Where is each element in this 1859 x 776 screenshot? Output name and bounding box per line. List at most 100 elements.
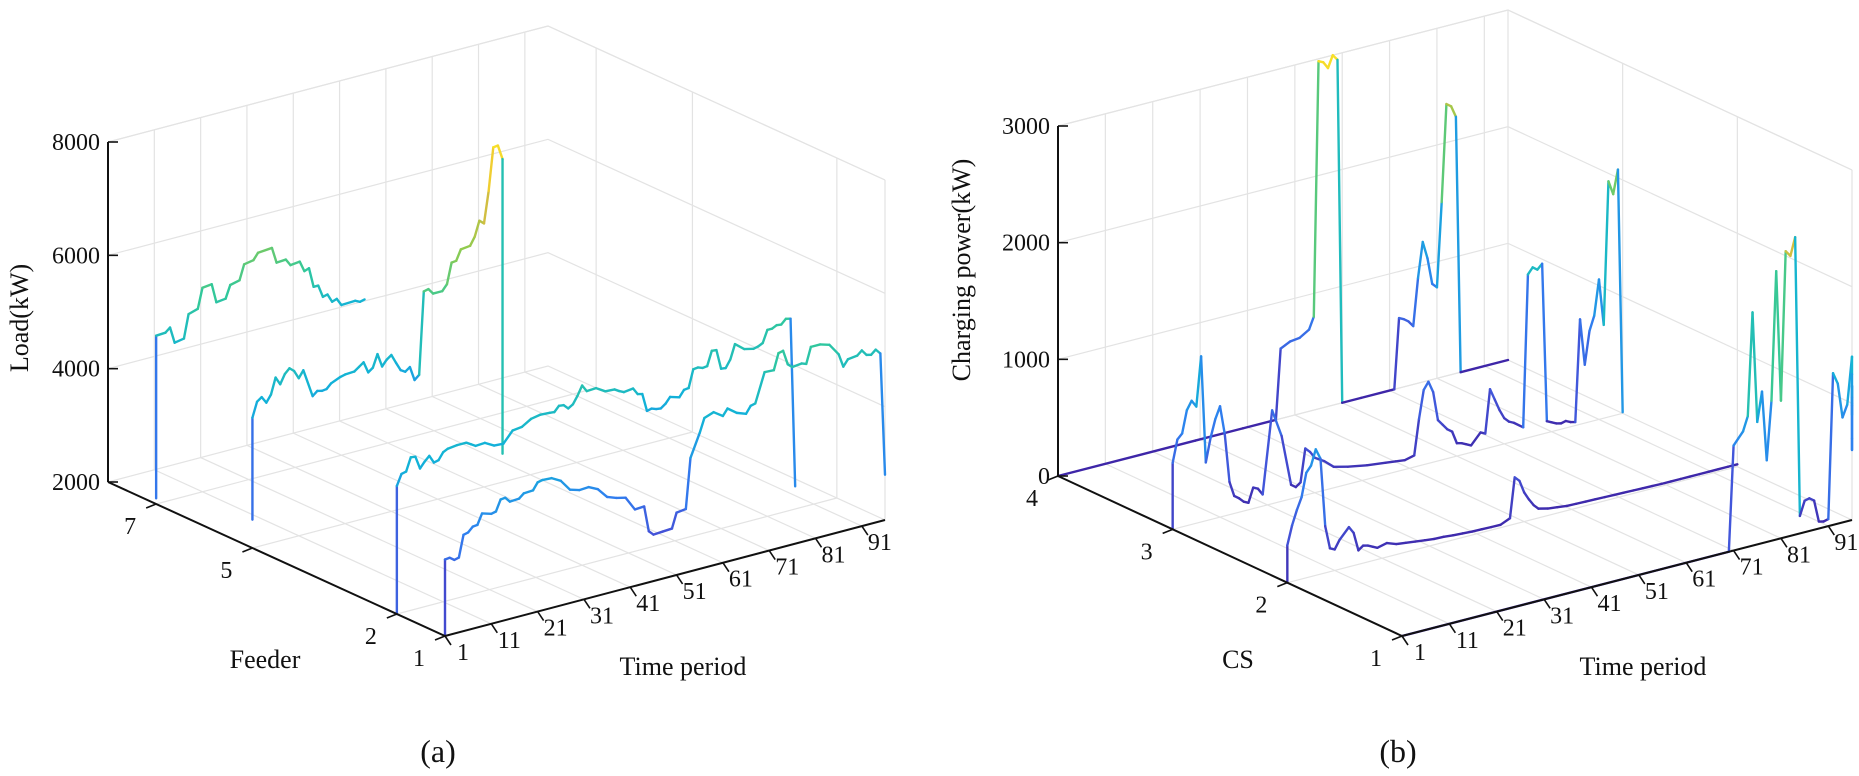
series-segment: [1450, 430, 1459, 445]
y-tick-mark: [1391, 635, 1403, 641]
x-tick-mark: [1780, 537, 1788, 548]
series-segment: [476, 512, 484, 527]
series-segment: [1508, 476, 1516, 520]
series-segment: [1827, 372, 1835, 521]
series-segment: [173, 337, 186, 344]
series-segment: [394, 361, 402, 372]
x-tick-label: 31: [1550, 603, 1574, 629]
series-segment: [404, 456, 412, 473]
series-segment: [1403, 454, 1416, 462]
x-tick-label: 21: [544, 616, 568, 642]
x-grid-line: [1104, 113, 1450, 625]
series-cs-1: [1400, 235, 1854, 638]
series-segment: [376, 352, 384, 368]
panel-b-charging-power-chart: 1 11 21 31 41 51 61 71 81 9112340100020003000Time…: [947, 9, 1858, 681]
panel-a-load-chart: 1 11 21 31 41 51 61 71 81 9112572000400060008000T…: [5, 25, 892, 681]
x-tick-mark: [768, 550, 776, 560]
x-tick-label: 81: [822, 542, 846, 568]
x-tick-label: 71: [775, 555, 799, 581]
series-segment: [1323, 459, 1335, 469]
series-segment: [550, 476, 562, 483]
y-tick-mark: [242, 547, 253, 553]
z-grid-line: [1057, 242, 1853, 404]
series-segment: [283, 367, 291, 376]
series-segment: [735, 411, 748, 416]
series-segment: [1199, 355, 1208, 464]
series-segment: [1305, 464, 1313, 474]
series-segment: [1384, 460, 1397, 464]
series-segment: [284, 258, 292, 267]
x-grid-line: [153, 129, 492, 625]
x-tick-mark: [1401, 635, 1409, 646]
series-segment: [1522, 491, 1531, 501]
series-segment: [1300, 471, 1308, 499]
x-tick-label: 51: [683, 579, 707, 605]
series-segment: [1831, 372, 1839, 385]
series-segment: [1299, 447, 1307, 484]
series-group: [154, 144, 887, 638]
series-segment: [437, 450, 445, 462]
series-segment: [256, 246, 274, 254]
z-grid-line: [107, 365, 886, 521]
series-segment: [1565, 502, 1578, 508]
series-segment: [837, 353, 845, 368]
series-segment: [1489, 523, 1502, 529]
x-tick-mark: [814, 537, 823, 548]
series-segment: [238, 263, 246, 282]
series-segment: [1546, 506, 1559, 510]
series-segment: [298, 260, 306, 273]
x-axis-line: [444, 519, 886, 637]
x-tick-label: 71: [1740, 555, 1764, 581]
series-segment: [1376, 541, 1389, 549]
series-segment: [605, 495, 618, 500]
series-segment: [482, 189, 490, 225]
x-grid-line: [1152, 101, 1497, 613]
x-tick-mark: [629, 586, 637, 597]
series-segment: [1247, 486, 1255, 504]
x-grid-line: [1294, 64, 1640, 576]
x-axis-label: Time period: [620, 652, 747, 681]
series-segment: [1775, 270, 1783, 402]
series-cs-2: [1286, 448, 1739, 584]
series-segment: [466, 525, 474, 534]
x-tick-mark: [1543, 598, 1551, 609]
series-segment: [317, 284, 325, 299]
series-segment: [1498, 408, 1506, 420]
series-segment: [362, 361, 370, 374]
series-segment: [1228, 480, 1236, 498]
series-segment: [182, 312, 190, 340]
series-segment: [791, 362, 803, 369]
series-segment: [408, 365, 416, 382]
series-segment: [1732, 437, 1740, 447]
series-segment: [661, 527, 674, 533]
series-segment: [1431, 390, 1440, 422]
series-segment: [789, 317, 797, 488]
series-segment: [1669, 477, 1682, 483]
series-segment: [578, 485, 590, 492]
z-tick-label: 2000: [1002, 231, 1050, 257]
x-tick-mark: [1496, 611, 1504, 622]
series-segment: [210, 283, 218, 304]
y-grid-line: [396, 158, 838, 615]
series-segment: [1274, 347, 1282, 422]
series-segment: [1307, 315, 1315, 331]
series-segment: [1612, 491, 1625, 497]
series-segment: [1760, 390, 1768, 462]
series-segment: [1583, 329, 1591, 366]
series-segment: [1688, 472, 1701, 478]
series-segment: [455, 248, 463, 263]
y-tick-mark: [1277, 581, 1288, 588]
panel-a-caption: (a): [420, 733, 456, 769]
x-tick-label: 41: [636, 591, 660, 617]
z-grid-line: [107, 25, 886, 181]
series-segment: [441, 283, 449, 293]
series-segment: [1575, 500, 1587, 505]
series-segment: [292, 369, 300, 380]
series-segment: [1422, 380, 1430, 392]
series-segment: [744, 404, 752, 416]
series-segment: [754, 370, 766, 405]
series-segment: [1798, 499, 1806, 518]
series-segment: [604, 388, 616, 393]
series-segment: [390, 353, 398, 365]
series-segment: [215, 297, 227, 304]
